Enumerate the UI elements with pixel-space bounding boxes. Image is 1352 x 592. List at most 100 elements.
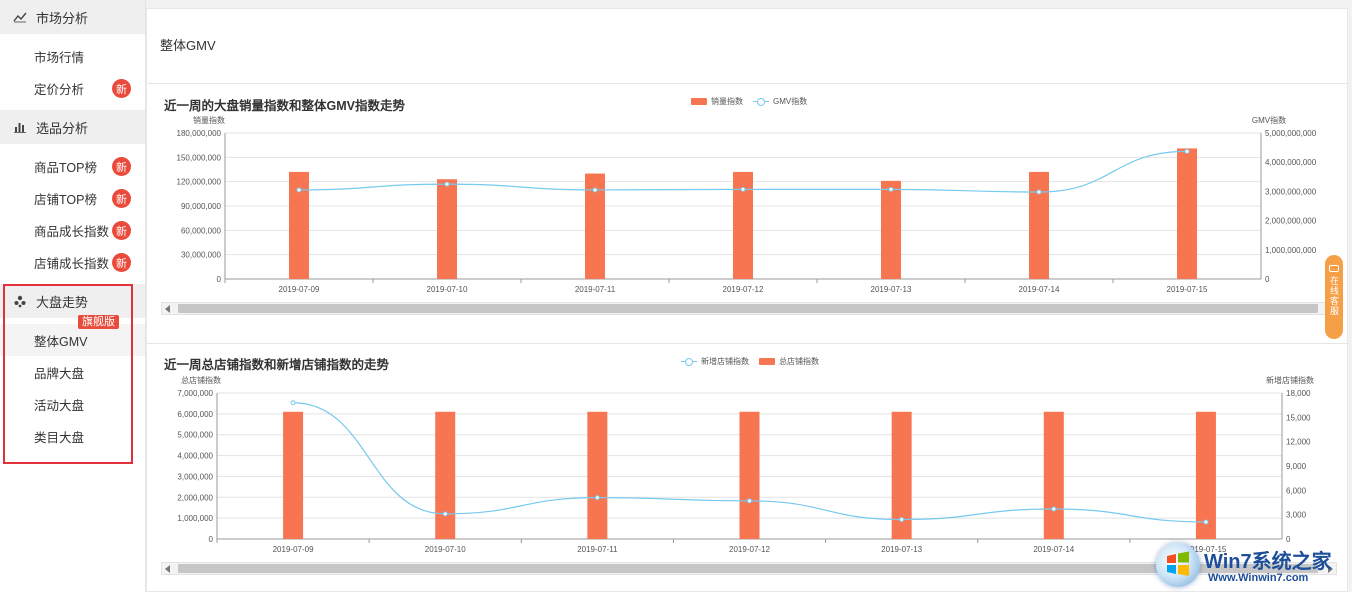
sidebar-item-label: 商品成长指数: [34, 224, 110, 239]
y2-tick-label: 2,000,000,000: [1265, 217, 1317, 226]
sidebar: 市场分析 市场行情 定价分析新 选品分析 商品TOP榜新 店铺TOP榜新 商品成…: [0, 0, 146, 592]
line-point: [444, 181, 450, 187]
sidebar-section-label: 大盘走势: [36, 294, 89, 310]
line-swatch-icon: [753, 97, 769, 106]
bar: [1043, 411, 1064, 539]
legend-item-gmv[interactable]: GMV指数: [753, 96, 807, 107]
bar: [289, 171, 309, 279]
chart-legend: 新增店铺指数 总店铺指数: [681, 356, 829, 367]
sidebar-section-trend[interactable]: 大盘走势: [0, 284, 145, 318]
x-tick-label: 2019-07-10: [427, 285, 468, 294]
bar: [1177, 148, 1197, 279]
y2-tick-label: 9,000: [1286, 462, 1307, 471]
sidebar-item-pricing[interactable]: 定价分析 新: [0, 72, 145, 104]
bar: [435, 411, 456, 539]
sidebar-section-product[interactable]: 选品分析: [0, 110, 145, 144]
bar: [437, 179, 457, 279]
line-point: [1203, 519, 1209, 525]
divider: [147, 83, 1349, 84]
line-point: [442, 511, 448, 517]
chart-scrollbar[interactable]: [161, 562, 1337, 575]
scroll-left-icon[interactable]: [165, 565, 170, 573]
sidebar-item-label: 店铺成长指数: [34, 256, 110, 271]
scroll-left-icon[interactable]: [165, 305, 170, 313]
line-point: [296, 187, 302, 193]
yelp-icon: [12, 295, 28, 308]
online-service-label: 在线客服: [1329, 276, 1339, 316]
sidebar-section-label: 市场分析: [36, 10, 89, 26]
sidebar-item-product-top[interactable]: 商品TOP榜新: [0, 150, 145, 182]
x-tick-label: 2019-07-12: [729, 545, 770, 554]
bar-swatch-icon: [759, 358, 775, 365]
legend-item-sales[interactable]: 销量指数: [691, 96, 743, 107]
y2-axis-title: 新增店铺指数: [1266, 375, 1314, 385]
y-tick-label: 150,000,000: [177, 153, 222, 162]
scroll-right-icon[interactable]: [1328, 565, 1333, 573]
chart-scrollbar[interactable]: [161, 302, 1337, 315]
line-swatch-icon: [681, 357, 697, 366]
line-point: [594, 495, 600, 501]
sidebar-item-category-market[interactable]: 类目大盘: [0, 420, 145, 452]
y-tick-label: 5,000,000: [177, 431, 213, 440]
chat-icon: [1329, 265, 1339, 272]
watermark-brand: Win7系统之家: [1204, 551, 1332, 573]
sidebar-item-product-growth[interactable]: 商品成长指数新: [0, 214, 145, 246]
y2-tick-label: 4,000,000,000: [1265, 158, 1317, 167]
sidebar-item-label: 定价分析: [34, 82, 85, 97]
y2-tick-label: 3,000: [1286, 511, 1307, 520]
line-point: [1051, 506, 1057, 512]
y-tick-label: 180,000,000: [177, 129, 222, 138]
y2-tick-label: 1,000,000,000: [1265, 246, 1317, 255]
chart-title: 近一周总店铺指数和新增店铺指数的走势: [164, 358, 390, 372]
sidebar-section-market[interactable]: 市场分析: [0, 0, 145, 34]
y2-tick-label: 5,000,000,000: [1265, 129, 1317, 138]
chart-legend: 销量指数 GMV指数: [691, 96, 817, 107]
watermark: Win7系统之家 Www.Winwin7.com: [1156, 543, 1352, 592]
page-title: 整体GMV: [160, 38, 216, 53]
x-tick-label: 2019-07-14: [1033, 545, 1074, 554]
x-tick-label: 2019-07-09: [273, 545, 314, 554]
line-point: [899, 517, 905, 523]
sidebar-item-shop-top[interactable]: 店铺TOP榜新: [0, 182, 145, 214]
new-badge: 新: [112, 157, 131, 176]
sidebar-item-label: 市场行情: [34, 50, 85, 65]
legend-item-new-shops[interactable]: 新增店铺指数: [681, 356, 749, 367]
y2-tick-label: 0: [1265, 275, 1270, 284]
legend-item-total-shops[interactable]: 总店铺指数: [759, 356, 819, 367]
sidebar-item-market-overview[interactable]: 市场行情: [0, 40, 145, 72]
y-tick-label: 120,000,000: [177, 178, 222, 187]
line-point: [1184, 148, 1190, 154]
x-tick-label: 2019-07-15: [1167, 285, 1208, 294]
sidebar-item-overall-gmv[interactable]: 整体GMV: [0, 324, 145, 356]
line-point: [888, 186, 894, 192]
sidebar-item-shop-growth[interactable]: 店铺成长指数新: [0, 246, 145, 278]
scroll-thumb[interactable]: [178, 564, 1318, 573]
y-tick-label: 3,000,000: [177, 472, 213, 481]
bar: [283, 411, 304, 539]
y-tick-label: 1,000,000: [177, 514, 213, 523]
sidebar-item-event-market[interactable]: 活动大盘: [0, 388, 145, 420]
sidebar-item-label: 商品TOP榜: [34, 160, 97, 175]
watermark-url: Www.Winwin7.com: [1208, 572, 1309, 584]
new-badge: 新: [112, 189, 131, 208]
sidebar-item-label: 店铺TOP榜: [34, 192, 97, 207]
x-tick-label: 2019-07-15: [1185, 545, 1226, 554]
main-panel: 整体GMV 近一周的大盘销量指数和整体GMV指数走势 销量指数 GMV指数 0 3…: [146, 8, 1349, 592]
bar: [881, 180, 901, 279]
new-badge: 新: [112, 221, 131, 240]
x-tick-label: 2019-07-14: [1019, 285, 1060, 294]
y-tick-label: 90,000,000: [181, 202, 222, 211]
sidebar-item-label: 品牌大盘: [34, 366, 85, 381]
y-tick-label: 30,000,000: [181, 251, 222, 260]
sidebar-item-label: 活动大盘: [34, 398, 85, 413]
sidebar-item-brand-market[interactable]: 品牌大盘: [0, 356, 145, 388]
legend-label: 新增店铺指数: [701, 357, 749, 366]
y-tick-label: 2,000,000: [177, 493, 213, 502]
scroll-thumb[interactable]: [178, 304, 1318, 313]
online-service-button[interactable]: 在线客服: [1325, 255, 1343, 339]
bar: [587, 411, 608, 539]
bar: [1195, 411, 1216, 539]
x-tick-label: 2019-07-11: [575, 285, 616, 294]
windows-logo-icon: [1156, 543, 1200, 587]
